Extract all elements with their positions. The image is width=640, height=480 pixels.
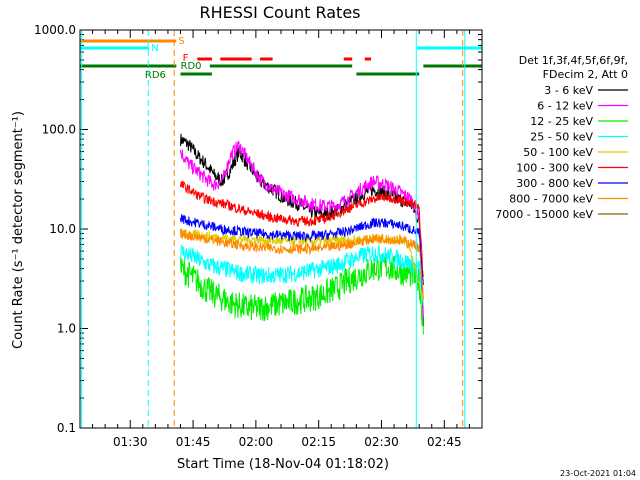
footer-date: 23-Oct-2021 01:04 [560, 469, 636, 478]
state-label-f: F [183, 53, 189, 64]
legend-label: 300 - 800 keV [516, 177, 593, 190]
legend-label: 7000 - 15000 keV [495, 208, 593, 221]
chart-title: RHESSI Count Rates [200, 3, 361, 22]
legend-label: 25 - 50 keV [530, 131, 593, 144]
state-label-n: N [151, 43, 158, 54]
state-label-rd0: RD0 [181, 61, 202, 72]
series-line-6 [180, 214, 424, 285]
legend-label: 800 - 7000 keV [509, 193, 593, 206]
legend-label: 50 - 100 keV [523, 146, 593, 159]
y-axis-label: Count Rate (s⁻¹ detector segment⁻¹) [11, 111, 26, 349]
x-tick-label: 02:45 [427, 435, 462, 449]
legend-header-line-1: Det 1f,3f,4f,5f,6f,9f, [519, 54, 628, 67]
series-line-7 [180, 228, 424, 300]
axis-ticks: 0.1 1.0 10.0 100.0 1000.0 01:30 01:45 02:00 02:1… [34, 23, 482, 449]
legend-header-line-2: FDecim 2, Att 0 [543, 68, 628, 81]
legend: 3 - 6 keV 6 - 12 keV 12 - 25 keV 25 - 50 ke… [495, 84, 628, 221]
x-tick-label: 02:30 [364, 435, 399, 449]
y-tick-label: 100.0 [42, 123, 76, 137]
x-tick-label: 02:15 [301, 435, 336, 449]
legend-label: 100 - 300 keV [516, 162, 593, 175]
y-tick-label: 10.0 [49, 222, 76, 236]
state-label-s: S [178, 36, 184, 47]
x-axis-label: Start Time (18-Nov-04 01:18:02) [177, 457, 389, 472]
y-tick-label: 1.0 [57, 322, 76, 336]
y-tick-label: 0.1 [57, 421, 76, 435]
x-tick-label: 01:45 [176, 435, 211, 449]
plot-frame [79, 29, 483, 429]
x-tick-label: 01:30 [113, 435, 148, 449]
legend-label: 6 - 12 keV [537, 100, 593, 113]
series-lines [180, 133, 424, 335]
x-tick-label: 02:00 [239, 435, 274, 449]
series-line-3 [180, 244, 424, 306]
legend-label: 12 - 25 keV [530, 115, 593, 128]
series-line-1 [180, 141, 424, 318]
y-tick-label: 1000.0 [34, 23, 76, 37]
series-line-5 [180, 180, 424, 278]
state-label-rd6: RD6 [145, 70, 166, 81]
legend-label: 3 - 6 keV [544, 84, 593, 97]
